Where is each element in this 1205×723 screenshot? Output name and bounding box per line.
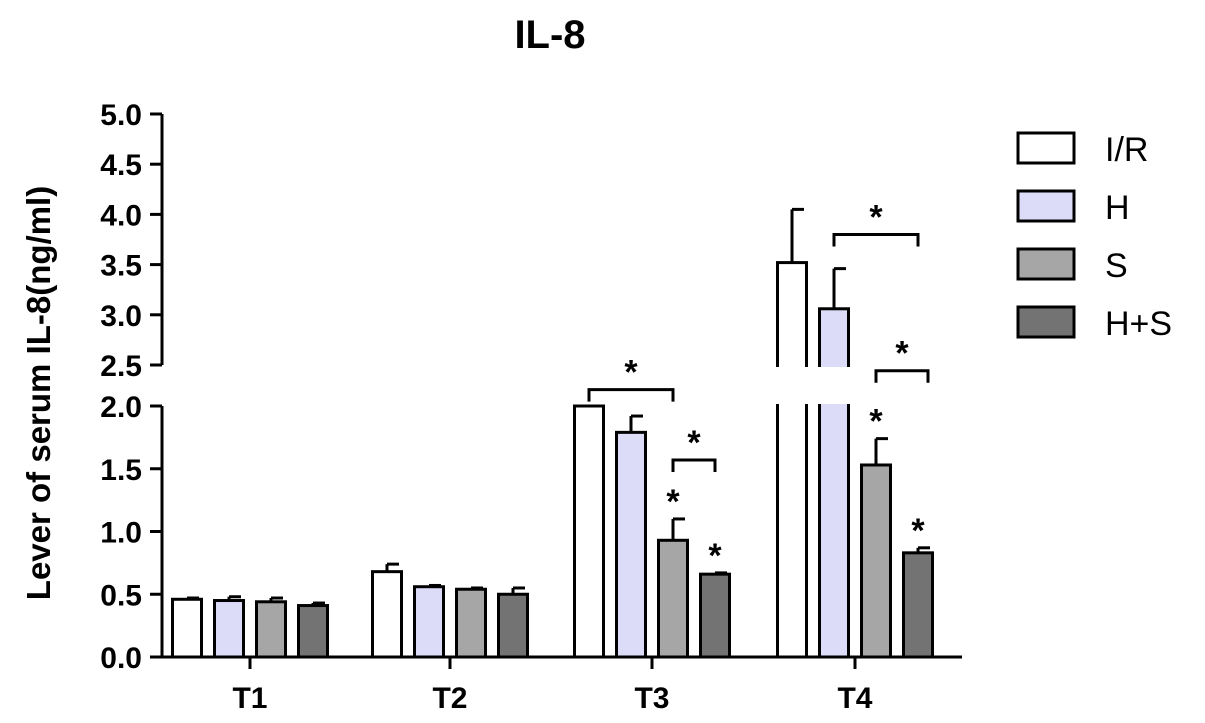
significance-star: *: [895, 335, 909, 373]
bar-H+S-T4: [902, 551, 934, 659]
bar-S-T1: [255, 600, 287, 659]
legend-label: H: [1105, 189, 1130, 227]
significance-star: *: [666, 483, 680, 521]
significance-bracket: [587, 388, 675, 402]
legend-label: H+S: [1105, 305, 1172, 343]
y-tick-label: 1.0: [100, 517, 142, 550]
bar-S-T4: [860, 463, 892, 659]
y-tick-label: 3.0: [100, 300, 142, 333]
bar-I/R-T4: [776, 261, 808, 659]
legend-swatch: [1016, 189, 1076, 223]
axis-break-gap: [774, 367, 810, 404]
y-tick-label: 2.5: [100, 350, 142, 383]
bar-H-T1: [213, 599, 245, 659]
significance-bracket: [671, 458, 717, 472]
significance-star: *: [687, 424, 701, 462]
y-tick-label: 4.5: [100, 149, 142, 182]
chart-title: IL-8: [514, 13, 585, 57]
bar-H-T3: [615, 430, 647, 659]
y-axis-label: Lever of serum IL-8(ng/ml): [20, 186, 57, 600]
significance-star: *: [911, 512, 925, 550]
y-tick-label: 4.0: [100, 199, 142, 232]
bar-H-T2: [413, 585, 445, 659]
significance-star: *: [869, 198, 883, 236]
legend-swatch: [1016, 305, 1076, 339]
y-tick-label: 3.5: [100, 250, 142, 283]
y-tick-label: 2.0: [100, 391, 142, 424]
legend-swatch: [1016, 247, 1076, 281]
legend-label: I/R: [1105, 131, 1148, 169]
bar-H+S-T1: [297, 604, 329, 659]
legend: I/R HS H+S: [1016, 131, 1172, 343]
x-tick-label: T1: [232, 682, 267, 715]
axes: 0.0 0.5 1.0 1.5 2.0 2.5 3.0 3.5 4.0 4.5 5.0: [100, 99, 962, 675]
y-tick-label: 0.5: [100, 579, 142, 612]
x-tick-label: T2: [432, 682, 467, 715]
y-tick-label: 0.0: [100, 642, 142, 675]
significance-annotations: ********: [587, 198, 930, 575]
bar-I/R-T1: [171, 597, 203, 659]
x-tick-labels: T1 T2 T3 T4: [232, 682, 872, 715]
significance-star: *: [708, 537, 722, 575]
x-tick-label: T4: [837, 682, 872, 715]
bar-H-T4: [818, 307, 850, 659]
y-tick-label: 1.5: [100, 454, 142, 487]
y-tick-label: 5.0: [100, 99, 142, 132]
bar-I/R-T3: [573, 404, 605, 659]
significance-star: *: [624, 354, 638, 392]
significance-star: *: [869, 403, 883, 441]
x-tick-label: T3: [634, 682, 669, 715]
bars: [171, 207, 934, 659]
significance-bracket: [874, 369, 930, 383]
legend-label: S: [1105, 247, 1128, 285]
bar-H+S-T3: [699, 572, 731, 659]
bar-H+S-T2: [497, 592, 529, 659]
legend-swatch: [1016, 131, 1076, 165]
axis-break-gap: [816, 367, 852, 404]
bar-S-T2: [455, 587, 487, 659]
bar-S-T3: [657, 538, 689, 659]
significance-bracket: [832, 232, 920, 247]
bar-I/R-T2: [371, 570, 403, 659]
